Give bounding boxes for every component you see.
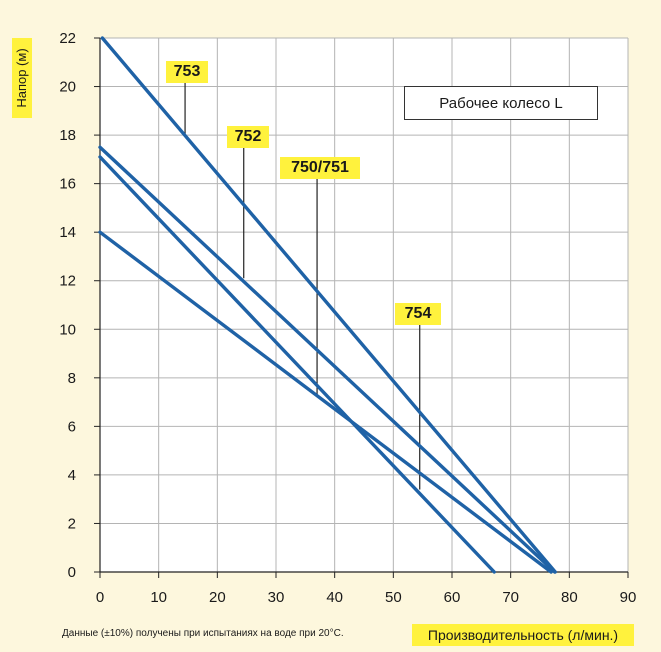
- y-tick-label: 2: [68, 515, 76, 532]
- y-tick-label: 0: [68, 564, 76, 581]
- y-tick-label: 22: [59, 30, 76, 47]
- x-tick-label: 20: [209, 589, 226, 606]
- x-tick-label: 70: [502, 589, 519, 606]
- y-tick-label: 16: [59, 176, 76, 193]
- series-line-750-751: [98, 155, 496, 574]
- x-tick-label: 60: [444, 589, 461, 606]
- y-tick-label: 4: [68, 467, 76, 484]
- tag-754: 754: [395, 303, 441, 325]
- x-tick-label: 0: [96, 589, 104, 606]
- y-tick-label: 6: [68, 418, 76, 435]
- x-tick-label: 50: [385, 589, 402, 606]
- footnote: Данные (±10%) получены при испытаниях на…: [62, 628, 344, 639]
- y-tick-label: 20: [59, 79, 76, 96]
- y-axis-title-wrap: Напор (м): [12, 38, 32, 118]
- tag-753: 753: [166, 61, 208, 83]
- tag-752: 752: [227, 126, 269, 148]
- x-tick-label: 40: [326, 589, 343, 606]
- y-tick-label: 12: [59, 273, 76, 290]
- y-tick-label: 18: [59, 127, 76, 144]
- x-tick-label: 90: [620, 589, 637, 606]
- tag-750-751: 750/751: [280, 157, 360, 179]
- x-tick-label: 80: [561, 589, 578, 606]
- y-tick-label: 10: [59, 321, 76, 338]
- series-line-753: [100, 36, 557, 574]
- y-tick-label: 8: [68, 370, 76, 387]
- y-tick-label: 14: [59, 224, 76, 241]
- impeller-legend-box: Рабочее колесо L: [404, 86, 598, 120]
- series-line-754: [98, 230, 553, 574]
- y-axis-title: Напор (м): [12, 38, 32, 118]
- x-axis-title: Производительность (л/мин.): [412, 624, 634, 646]
- series-line-752: [98, 145, 557, 574]
- x-tick-label: 30: [268, 589, 285, 606]
- plot-area: [100, 38, 628, 572]
- x-tick-label: 10: [150, 589, 167, 606]
